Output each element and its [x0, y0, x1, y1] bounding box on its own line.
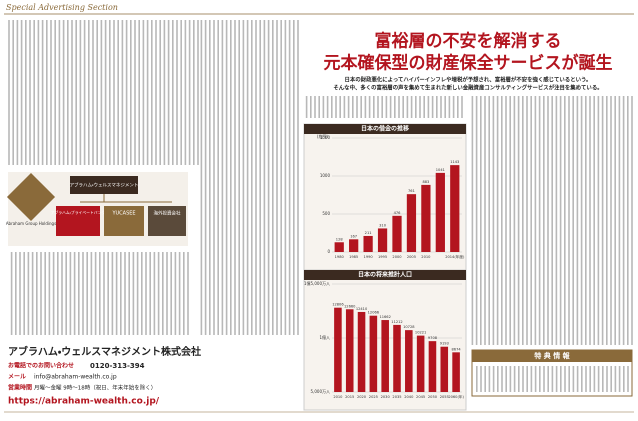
y-tick-label: 5,000万人: [311, 389, 330, 394]
x-tick-label: 2014(年度): [445, 254, 465, 259]
y-tick-label: 500: [322, 211, 330, 216]
bar: [450, 165, 460, 252]
value-label: 211: [365, 231, 372, 235]
value-label: 11662: [379, 315, 390, 319]
value-label: 11212: [391, 320, 402, 324]
bar: [357, 311, 366, 392]
hours-label: 営業時間: [8, 384, 32, 392]
bar: [377, 228, 388, 252]
y-tick-label: 1500: [320, 135, 331, 140]
x-tick-label: 2045: [416, 395, 425, 399]
bar: [405, 330, 413, 392]
value-label: 10728: [403, 325, 415, 329]
x-tick-label: 2025: [369, 395, 378, 399]
value-label: 12410: [356, 307, 368, 311]
x-tick-label: 2055: [440, 395, 449, 399]
value-label: 12660: [344, 304, 356, 308]
group-holding: Abraham Group Holdings: [6, 221, 56, 226]
chart-title: 日本の将来推計人口: [358, 271, 412, 279]
value-label: 883: [422, 180, 429, 184]
value-label: 128: [336, 237, 344, 241]
value-label: 310: [379, 223, 387, 227]
headline: 富裕層の不安を解消する: [375, 31, 562, 52]
bar: [363, 235, 373, 252]
value-label: 167: [350, 234, 357, 238]
value-label: 8674: [452, 347, 462, 351]
x-tick-label: 2060(年): [448, 394, 464, 399]
x-tick-label: 2015: [345, 395, 354, 399]
x-tick-label: 2020: [357, 395, 367, 399]
value-label: 12806: [332, 303, 344, 307]
bar: [428, 341, 437, 392]
chart-unit: (兆円): [317, 133, 329, 139]
chart-title-bar: [304, 124, 466, 134]
bar: [440, 346, 449, 392]
bar: [393, 324, 401, 392]
group-node: [56, 206, 100, 236]
lead: 日本の財政悪化によってハイパーインフレや増税が予想され、富裕層が不安を強く感じて…: [345, 76, 592, 84]
url[interactable]: https://abraham-wealth.co.jp/: [8, 397, 160, 407]
x-tick-label: 2030: [381, 395, 391, 399]
phone: 0120-313-394: [90, 362, 145, 370]
group-node: [104, 206, 144, 236]
y-tick-label: 1億人: [319, 334, 330, 340]
value-label: 9193: [440, 342, 449, 346]
bar: [369, 315, 378, 392]
group-wealth: アブラハム・ウェルスマネジメント: [70, 182, 139, 189]
value-label: 12066: [368, 311, 380, 315]
x-tick-label: 1980: [335, 255, 345, 259]
bar: [392, 215, 402, 252]
bar: [416, 335, 425, 392]
value-label: 10221: [415, 331, 426, 335]
bar: [334, 242, 344, 252]
group-node: [148, 206, 186, 236]
benefit-header: [472, 350, 632, 362]
bar: [334, 307, 342, 392]
mail-label: メール: [8, 374, 26, 381]
bar: [435, 172, 445, 252]
y-tick-label: 1億5,000万人: [304, 280, 330, 286]
value-label: 1041: [436, 168, 445, 172]
lead: そんな中、多くの富裕層の声を集めて生まれた新しい金融資産コンサルティングサービス…: [333, 84, 602, 92]
x-tick-label: 1990: [364, 255, 374, 259]
y-tick-label: 0: [327, 249, 330, 254]
x-tick-label: 1995: [378, 255, 387, 259]
value-label: 476: [394, 211, 402, 215]
value-label: 761: [408, 189, 415, 193]
group-overseas: 海外投資会社: [154, 210, 181, 217]
x-tick-label: 1985: [349, 255, 358, 259]
bar: [381, 320, 389, 392]
x-tick-label: 2000: [392, 255, 402, 259]
mail: info@abraham-wealth.co.jp: [34, 374, 117, 381]
x-tick-label: 2050: [428, 395, 438, 399]
logo: [6, 172, 56, 222]
group-yucasee: YUCASEE: [111, 211, 135, 217]
group-node: [70, 176, 138, 194]
bar: [349, 239, 359, 252]
section-label: Special Advertising Section: [6, 3, 118, 12]
group-bank: アブラハム・プライベートバンク: [51, 210, 106, 215]
benefit-title: 特 典 情 報: [534, 351, 570, 360]
company: アブラハム・ウェルスマネジメント株式会社: [8, 345, 201, 358]
x-tick-label: 2040: [404, 395, 414, 399]
x-tick-label: 2005: [407, 255, 416, 259]
value-label: 1143: [450, 160, 459, 164]
bar: [345, 309, 354, 392]
bar: [421, 184, 431, 252]
x-tick-label: 2010: [333, 395, 343, 399]
x-tick-label: 2035: [392, 395, 401, 399]
y-tick-label: 1000: [320, 173, 331, 178]
x-tick-label: 2010: [421, 255, 431, 259]
headline: 元本確保型の財産保全サービスが誕生: [324, 53, 613, 74]
phone-label: お電話でのお問い合わせ: [8, 362, 74, 370]
bar: [452, 352, 460, 392]
bar: [406, 194, 417, 252]
chart-title: 日本の借金の推移: [361, 125, 409, 133]
value-label: 9708: [428, 336, 438, 340]
hours: 月曜～金曜 9時～18時（祝日、年末年始を除く）: [34, 384, 156, 392]
chart-title-bar: [304, 270, 466, 280]
